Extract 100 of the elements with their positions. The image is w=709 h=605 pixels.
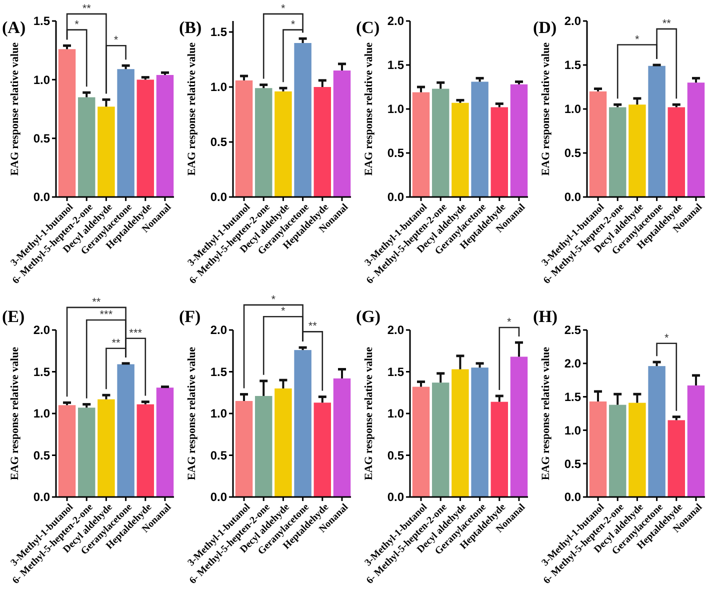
text: * [271,294,276,306]
bar [432,88,450,197]
bar [589,401,607,497]
y-tick-label: 1.5 [33,364,50,379]
y-tick-label: 0.0 [387,190,404,204]
bar [589,91,607,197]
bar [98,106,115,197]
y-tick-label: 2.0 [33,323,50,338]
bar [274,91,292,197]
y-tick-label: 2.0 [210,323,228,338]
chart-title: (F) [179,307,201,326]
y-tick-label: 1.5 [387,58,404,72]
y-axis-title: EAG response relative value [186,346,198,480]
chart-title: (C) [356,18,380,37]
text: ** [92,296,102,308]
y-tick-label: 0.5 [33,132,50,146]
y-tick-label: 1.5 [210,364,228,379]
y-tick-label: 2.0 [564,14,582,28]
bar [510,84,528,197]
y-tick-label: 1.5 [564,58,582,72]
annotation: ** [308,320,318,333]
y-axis-title: EAG response relative value [363,346,375,480]
bar [608,107,626,197]
annotation: * [664,332,670,344]
bar [117,69,134,197]
bar [98,399,115,497]
bar [687,385,705,497]
annotation: * [74,18,80,31]
y-tick-label: 1.0 [33,406,50,421]
bar [235,80,253,197]
y-tick-label: 2.5 [564,323,582,338]
bar [628,402,646,497]
y-axis-title: EAG response relative value [186,42,198,176]
y-axis-title: EAG response relative value [9,42,21,176]
y-tick-label: 1.0 [564,423,582,438]
y-axis-title: EAG response relative value [540,346,552,480]
y-tick-label: 1.5 [564,390,582,404]
annotation: *** [129,327,143,340]
y-tick-label: 0.0 [564,490,582,504]
bar [294,43,312,197]
bar [333,378,351,497]
y-tick-label: 1.0 [210,406,228,421]
bar [412,92,430,197]
y-tick-label: 1.5 [210,25,228,40]
y-tick-label: 0.0 [33,490,50,504]
chart-title: (D) [533,18,557,37]
bar [254,88,272,197]
bar [294,350,312,497]
bar [452,102,469,197]
bar [490,402,508,497]
bar [78,97,96,197]
y-axis-title: EAG response relative value [363,42,375,176]
y-tick-label: 0.5 [564,456,582,471]
bar [452,369,469,497]
text: * [281,306,286,318]
text: * [507,316,512,328]
bar [136,80,154,197]
y-tick-label: 0.5 [387,146,404,160]
y-tick-label: 0.0 [387,490,404,504]
bar [136,404,154,497]
y-tick-label: 0.5 [564,146,582,160]
annotation: ** [112,337,121,350]
bar [156,74,174,197]
chart-title: (E) [2,307,25,326]
y-tick-label: 0.0 [210,490,228,504]
chart-title: (G) [356,307,381,326]
y-tick-label: 2.0 [564,356,582,371]
bar [314,402,332,497]
bar [58,405,76,497]
bar [333,70,351,197]
bar [78,408,96,497]
text: ** [82,2,92,15]
annotation: * [290,18,296,31]
y-tick-label: 0.5 [210,448,228,462]
bar [471,82,488,197]
bar [58,49,76,197]
bar [608,404,626,497]
y-tick-label: 1.0 [33,72,50,87]
y-tick-label: 1.0 [387,102,404,116]
y-tick-label: 0.5 [387,448,404,462]
bar [235,400,253,497]
bar [668,107,686,197]
bar [432,382,450,497]
y-tick-label: 1.5 [33,14,50,28]
bar [687,82,705,197]
bar [412,386,430,497]
y-axis-title: EAG response relative value [9,346,21,480]
y-tick-label: 2.0 [387,323,404,338]
bar [648,66,666,197]
y-tick-label: 0.0 [564,190,582,204]
chart-title: (A) [2,18,26,37]
chart-title: (H) [533,307,558,326]
bar [490,107,508,197]
annotation: ** [662,18,672,30]
y-tick-label: 0.0 [210,190,228,204]
bar [510,356,528,497]
bar [471,368,488,497]
y-axis-title: EAG response relative value [540,42,552,176]
bar [254,396,272,497]
bar [117,364,134,497]
